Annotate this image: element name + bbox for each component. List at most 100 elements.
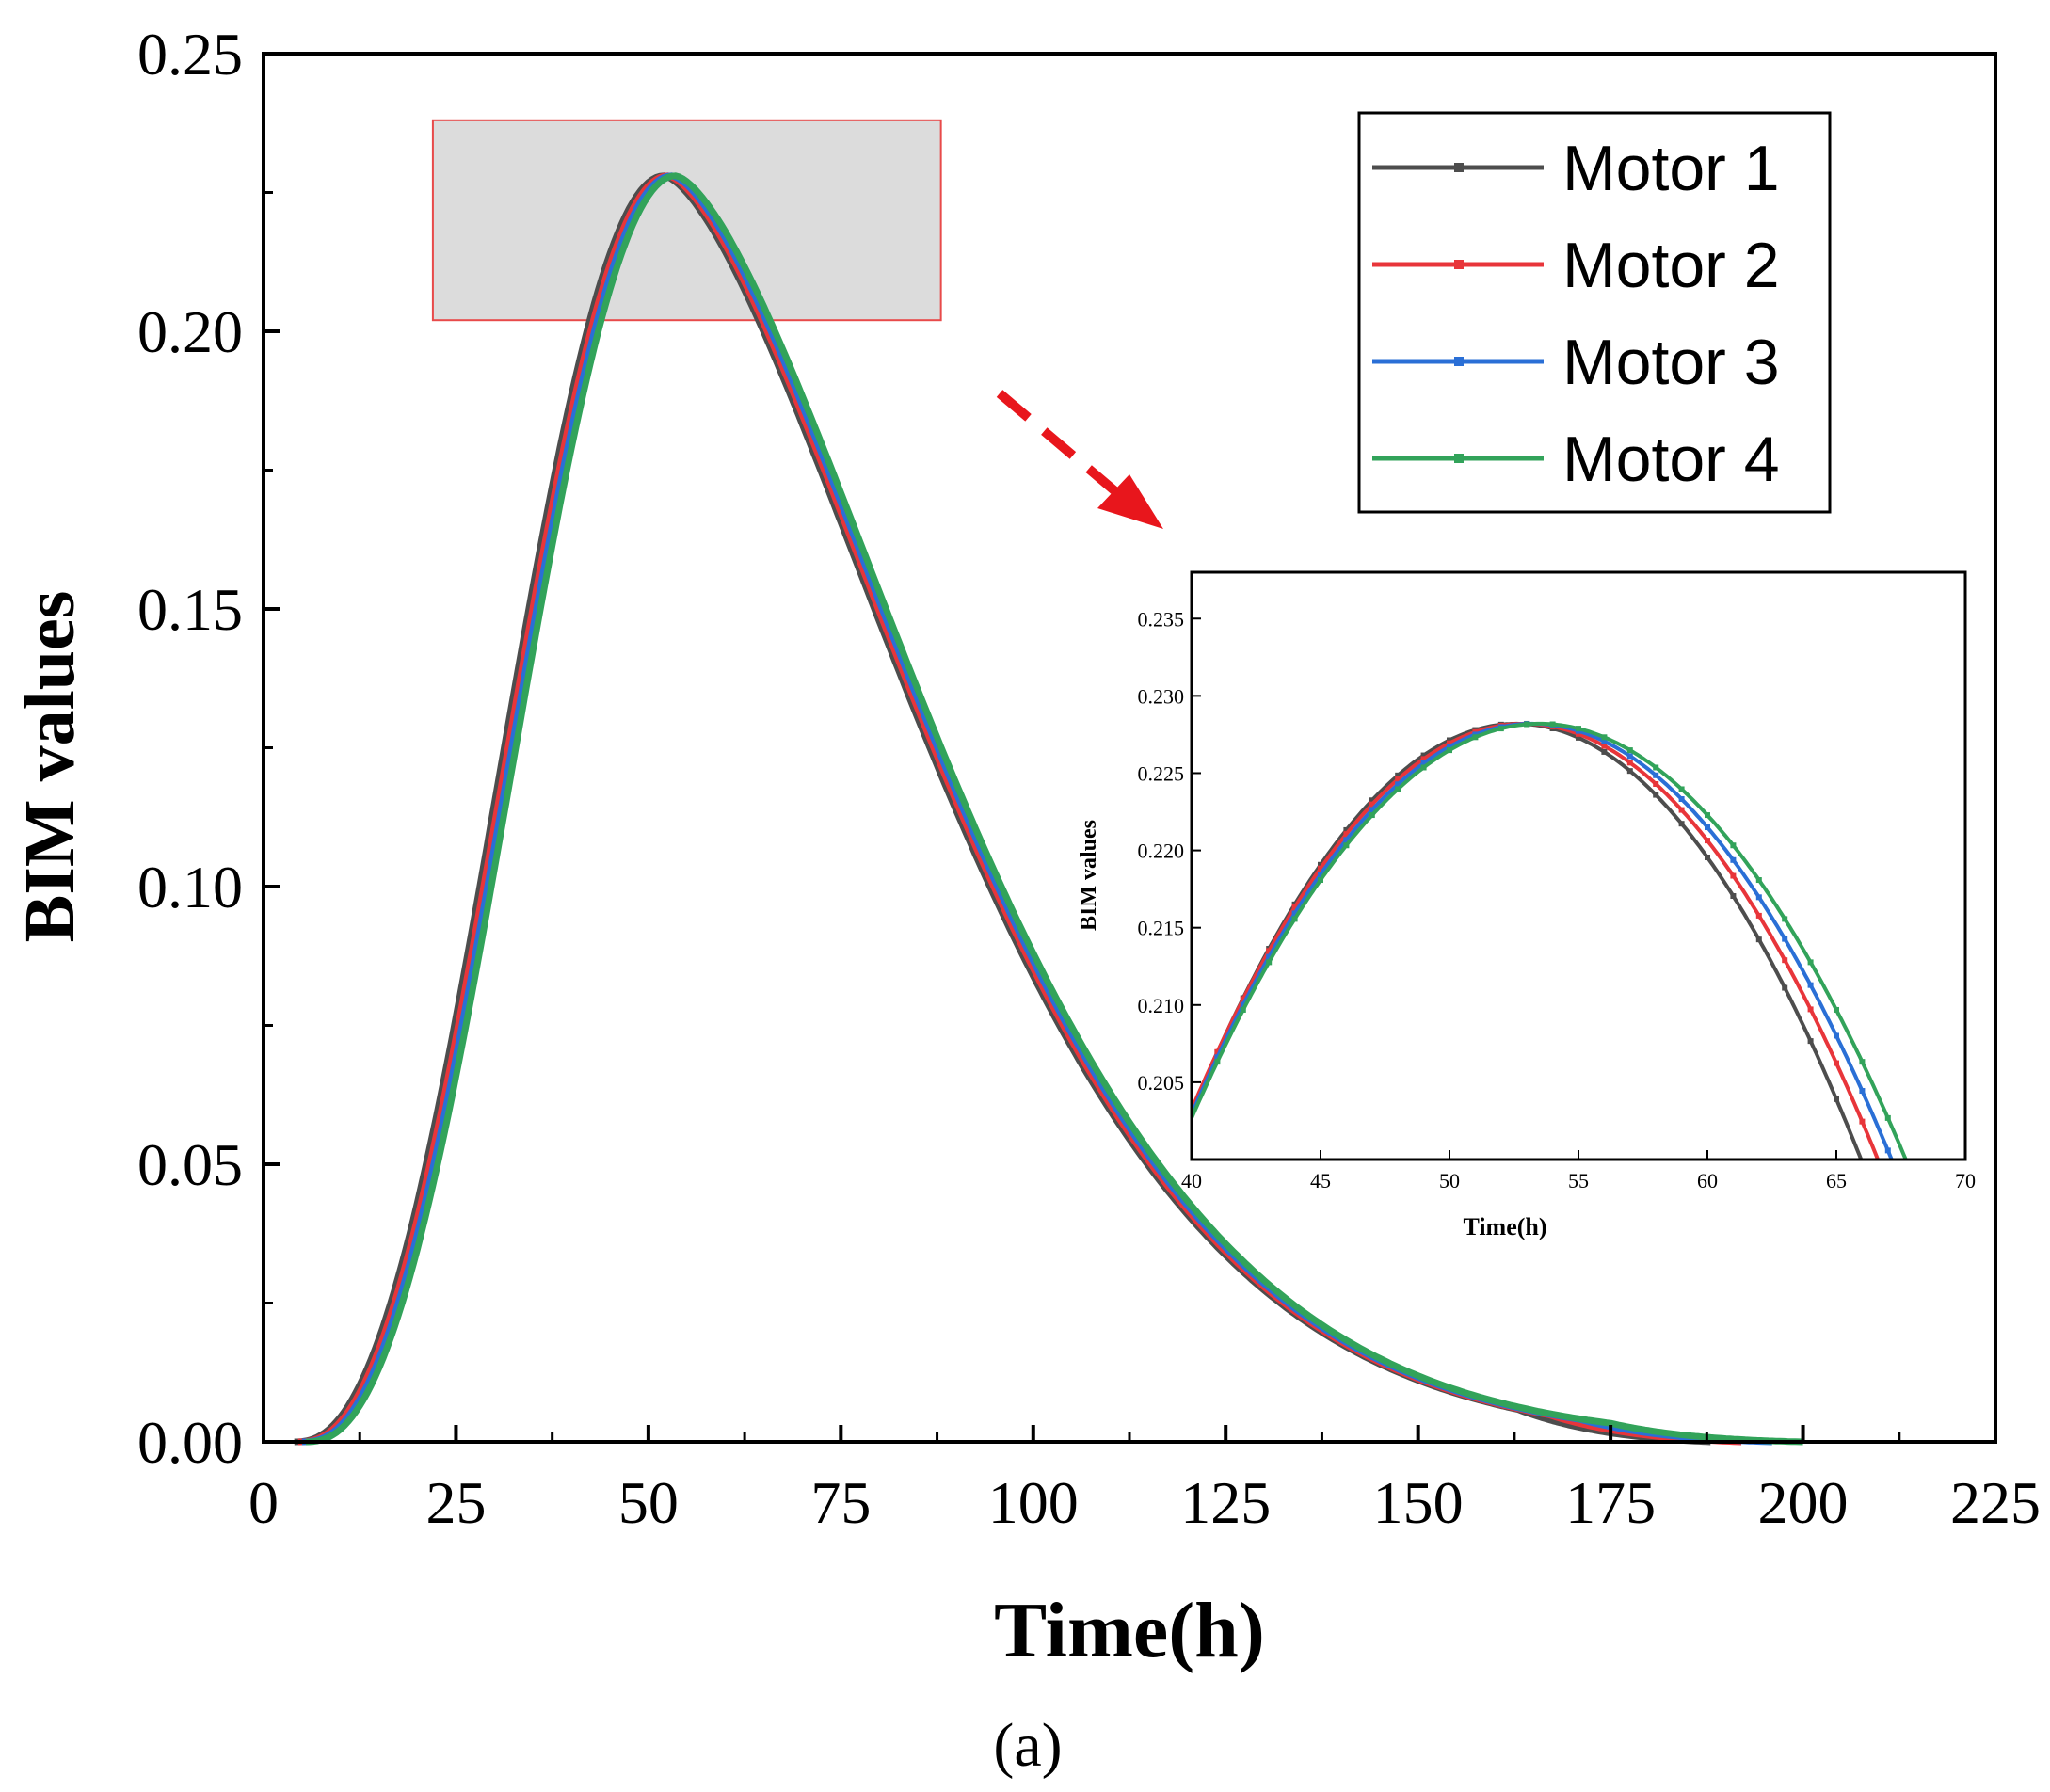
legend: Motor 1 Motor 2 Motor 3 Motor 4 <box>1357 111 1832 514</box>
inset-point <box>1395 772 1401 778</box>
inset-point <box>1472 734 1479 741</box>
inset-point <box>1807 959 1814 966</box>
inset-point <box>1730 842 1737 849</box>
inset-point <box>1678 796 1685 803</box>
inset-point <box>1369 812 1375 819</box>
inset-point <box>1601 734 1608 741</box>
inset-point <box>1782 936 1788 942</box>
inset-point <box>1214 1054 1221 1061</box>
inset-point <box>1807 982 1814 988</box>
legend-box <box>1357 111 1832 514</box>
inset-point <box>1420 756 1427 762</box>
inset-point <box>1369 797 1375 804</box>
inset-point <box>1420 760 1427 766</box>
inset-point <box>1395 786 1401 792</box>
inset-point <box>1782 957 1788 964</box>
inset-point <box>1755 912 1762 919</box>
inset-point <box>1343 826 1350 833</box>
inset-point <box>1755 894 1762 901</box>
inset-point <box>1240 1006 1246 1013</box>
inset-point <box>1420 752 1427 759</box>
inset-plot: 40 45 50 55 60 65 70 0.205 0.210 0.215 0.220 0.225 0… <box>1077 570 1976 1240</box>
main-x-tick-label: 150 <box>1373 1469 1464 1536</box>
zoom-highlight-region <box>431 119 942 322</box>
inset-point <box>1834 1096 1839 1102</box>
inset-point <box>1369 801 1375 808</box>
inset-x-tick-label: 60 <box>1697 1169 1718 1192</box>
inset-point <box>1601 738 1608 744</box>
main-x-tick-label: 125 <box>1180 1469 1271 1536</box>
inset-point <box>1343 831 1350 838</box>
inset-point <box>1653 792 1659 798</box>
legend-marker-2 <box>1454 260 1464 269</box>
inset-point <box>1318 872 1323 878</box>
inset-point <box>1626 753 1633 760</box>
inset-x-tick-label: 40 <box>1181 1169 1202 1192</box>
inset-point <box>1601 743 1608 749</box>
main-x-axis-label: Time(h) <box>994 1587 1265 1674</box>
inset-point <box>1420 764 1427 771</box>
inset-point <box>1782 916 1788 922</box>
inset-point <box>1626 760 1633 766</box>
inset-y-axis-label: BIM values <box>1077 820 1101 931</box>
inset-point <box>1318 865 1323 872</box>
inset-point <box>1447 737 1452 744</box>
main-axis-ticks: 0 25 50 75 100 125 150 175 200 225 0.00 0.05 0.10 0.1… <box>137 21 2041 1536</box>
main-y-axis-label: BIM values <box>10 591 89 943</box>
inset-point <box>1730 856 1737 863</box>
main-x-tick-label: 25 <box>425 1469 486 1536</box>
legend-marker-1 <box>1454 163 1464 172</box>
inset-point <box>1653 772 1659 778</box>
inset-point <box>1653 780 1659 787</box>
inset-point <box>1266 953 1273 960</box>
inset-y-tick-label: 0.235 <box>1138 607 1185 631</box>
inset-point <box>1859 1059 1866 1065</box>
legend-label-1: Motor 1 <box>1562 133 1780 204</box>
inset-point <box>1755 936 1762 943</box>
main-y-tick-label: 0.25 <box>137 21 243 88</box>
inset-point <box>1497 726 1504 732</box>
inset-point <box>1343 837 1350 843</box>
inset-point <box>1755 877 1762 884</box>
zoom-arrow <box>996 390 1163 529</box>
inset-point <box>1705 838 1710 844</box>
main-plot: 0 25 50 75 100 125 150 175 200 225 0.00 0.05 0.10 0.1… <box>10 21 2041 1780</box>
panel-label: (a) <box>993 1711 1062 1780</box>
main-x-tick-label: 75 <box>810 1469 871 1536</box>
inset-point <box>1601 748 1608 755</box>
inset-point <box>1705 855 1710 861</box>
inset-point <box>1782 984 1788 991</box>
legend-marker-4 <box>1454 454 1464 463</box>
inset-x-tick-label: 50 <box>1439 1169 1460 1192</box>
inset-point <box>1266 959 1273 966</box>
inset-point <box>1576 726 1581 732</box>
inset-y-tick-label: 0.205 <box>1138 1071 1185 1095</box>
inset-point <box>1730 872 1737 879</box>
inset-point <box>1214 1048 1221 1055</box>
inset-point <box>1369 807 1375 813</box>
main-x-tick-label: 100 <box>988 1469 1079 1536</box>
inset-point <box>1524 721 1530 728</box>
inset-x-tick-label: 70 <box>1955 1169 1976 1192</box>
legend-label-2: Motor 2 <box>1562 230 1780 301</box>
main-series-group <box>294 172 1803 1446</box>
main-y-tick-label: 0.10 <box>137 854 243 920</box>
main-x-tick-label: 225 <box>1950 1469 2041 1536</box>
main-y-tick-label: 0.00 <box>137 1409 243 1476</box>
inset-point <box>1859 1088 1866 1095</box>
inset-point <box>1318 877 1323 884</box>
inset-point <box>1730 892 1737 899</box>
main-y-tick-label: 0.15 <box>137 576 243 643</box>
inset-point <box>1884 1147 1891 1154</box>
inset-point <box>1705 812 1710 819</box>
inset-point <box>1576 734 1581 741</box>
inset-y-tick-label: 0.215 <box>1138 917 1185 940</box>
legend-label-4: Motor 4 <box>1562 424 1780 495</box>
inset-point <box>1291 904 1298 911</box>
main-y-tick-label: 0.20 <box>137 298 243 365</box>
inset-x-tick-label: 65 <box>1826 1169 1847 1192</box>
inset-point <box>1834 1060 1839 1066</box>
inset-point <box>1447 747 1452 754</box>
inset-point <box>1318 861 1323 868</box>
